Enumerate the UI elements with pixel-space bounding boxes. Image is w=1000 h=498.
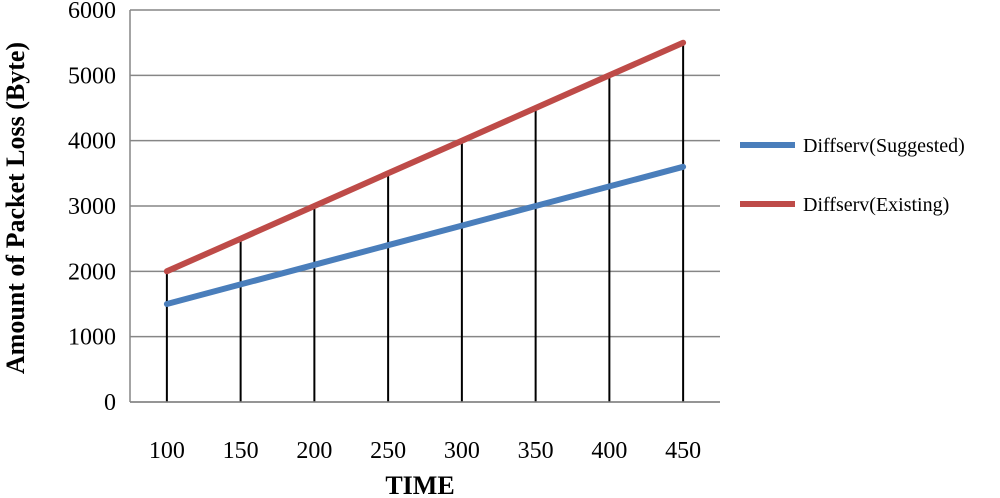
- y-tick-labels: 0 1000 2000 3000 4000 5000 6000: [68, 0, 116, 416]
- x-tick-label: 400: [591, 438, 627, 464]
- y-tick-label: 0: [104, 390, 116, 416]
- series-line-2: [163, 39, 687, 275]
- x-tick-label: 150: [223, 438, 259, 464]
- y-tick-label: 2000: [68, 259, 116, 285]
- x-tick-label: 350: [518, 438, 554, 464]
- legend-label: Diffserv(Suggested): [803, 135, 965, 157]
- x-tick-label: 250: [370, 438, 406, 464]
- legend-label: Diffserv(Existing): [803, 194, 949, 216]
- y-tick-label: 4000: [68, 129, 116, 155]
- legend: Diffserv(Suggested) Diffserv(Existing): [740, 135, 965, 216]
- y-tick-label: 3000: [68, 194, 116, 220]
- y-tick-label: 5000: [68, 63, 116, 89]
- x-tick-label: 200: [296, 438, 332, 464]
- drop-lines: [165, 42, 685, 402]
- x-tick-labels: 100 150 200 250 300 350 400 450: [149, 438, 701, 464]
- x-tick-label: 100: [149, 438, 185, 464]
- axes: [129, 10, 720, 403]
- series-lines: [163, 39, 687, 307]
- series-line-1: [163, 163, 687, 307]
- x-tick-label: 300: [444, 438, 480, 464]
- y-tick-label: 1000: [68, 325, 116, 351]
- y-axis-title: Amount of Packet Loss (Byte): [1, 42, 30, 374]
- x-axis-title: TIME: [385, 471, 454, 498]
- y-tick-label: 6000: [68, 0, 116, 24]
- gridlines: [130, 9, 720, 403]
- x-tick-label: 450: [665, 438, 701, 464]
